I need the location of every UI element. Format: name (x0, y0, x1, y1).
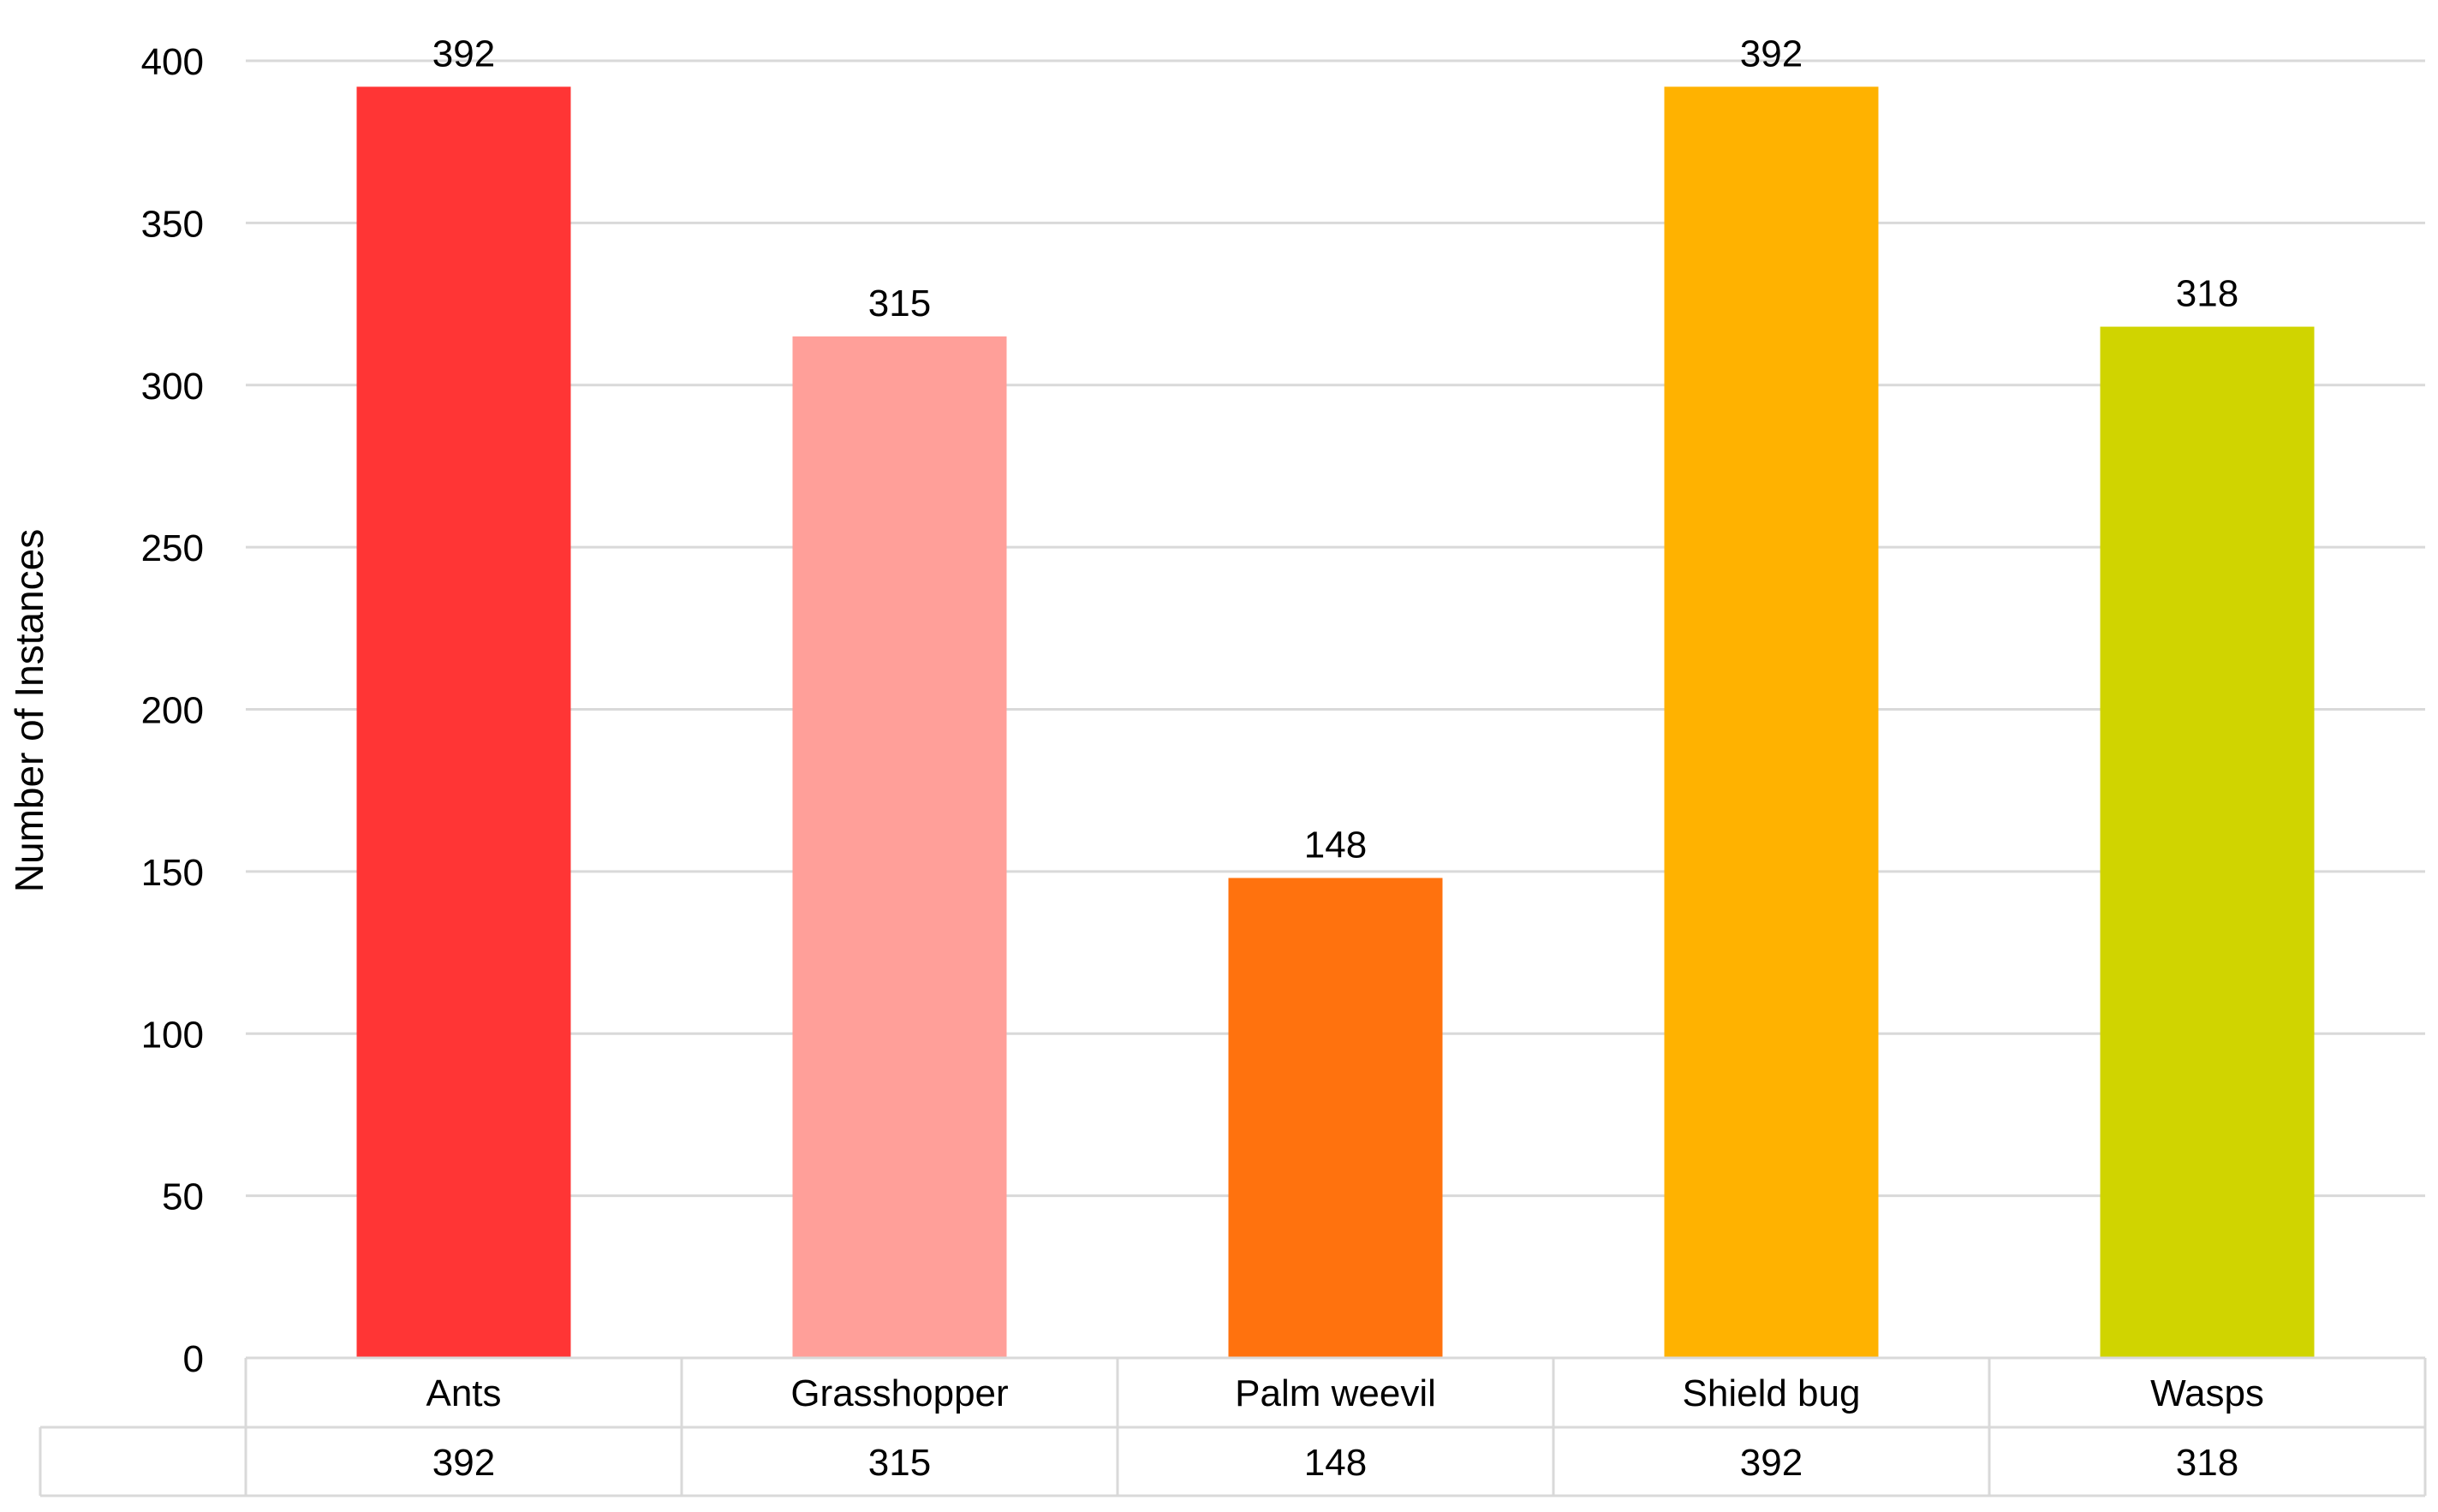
gridlines (246, 59, 2425, 1360)
x-category-label: Palm weevil (1235, 1372, 1436, 1414)
table-value-cell: 318 (2176, 1442, 2238, 1484)
x-category-label: Ants (426, 1372, 501, 1414)
data-labels: 392 315 148 392 318 (432, 33, 2238, 866)
y-tick-label: 100 (141, 1014, 204, 1056)
bars (356, 86, 2315, 1359)
y-tick-label: 150 (141, 852, 204, 894)
x-category-label: Shield bug (1683, 1372, 1861, 1414)
table-value-cell: 392 (1740, 1442, 1803, 1484)
data-table: Ants 392 Grasshopper 315 Palm weevil 148 Shiel… (39, 1356, 2427, 1497)
y-tick-label: 400 (141, 41, 204, 83)
y-tick-label: 50 (162, 1176, 204, 1218)
y-axis-label: Number of Instances (7, 529, 51, 892)
bar (792, 336, 1007, 1358)
data-label: 315 (868, 283, 931, 324)
table-value-cell: 148 (1304, 1442, 1367, 1484)
y-tick-label: 300 (141, 366, 204, 408)
bar (1664, 86, 1879, 1358)
bar (1228, 878, 1443, 1358)
data-label: 148 (1304, 824, 1367, 866)
x-category-label: Grasshopper (790, 1372, 1008, 1414)
y-tick-label: 200 (141, 690, 204, 732)
bar (2100, 326, 2315, 1359)
y-tick-label: 350 (141, 203, 204, 245)
data-label: 318 (2176, 273, 2238, 315)
data-label: 392 (432, 33, 495, 74)
y-tick-label: 0 (183, 1338, 204, 1380)
x-category-label: Wasps (2150, 1372, 2264, 1414)
table-value-cell: 392 (432, 1442, 495, 1484)
y-axis-ticks: 0 50 100 150 200 250 300 350 400 (141, 41, 204, 1380)
data-label: 392 (1740, 33, 1803, 74)
table-value-cell: 315 (868, 1442, 931, 1484)
y-tick-label: 250 (141, 527, 204, 569)
bar (356, 86, 571, 1358)
